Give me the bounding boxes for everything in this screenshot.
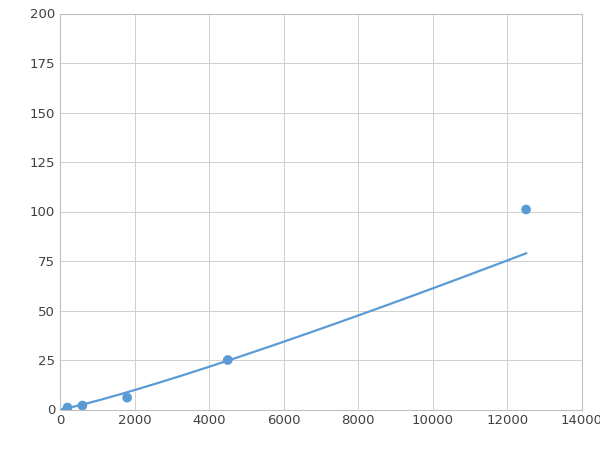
Point xyxy=(223,356,233,364)
Point xyxy=(77,402,87,409)
Point xyxy=(62,404,72,411)
Point xyxy=(122,394,132,401)
Point xyxy=(521,206,531,213)
